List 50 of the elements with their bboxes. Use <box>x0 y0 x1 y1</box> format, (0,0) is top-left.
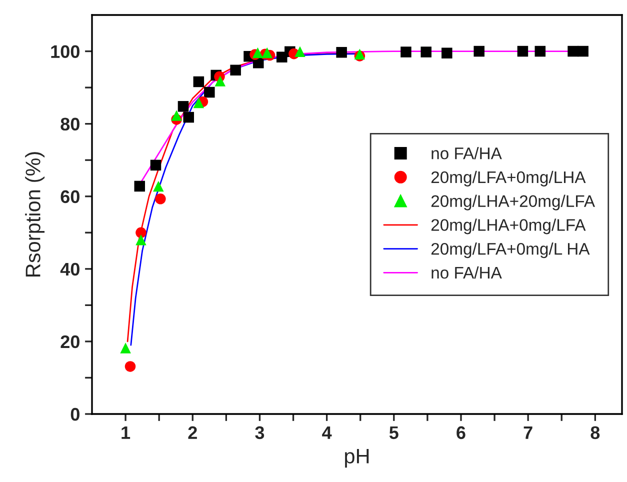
point <box>171 110 182 121</box>
x-tick-label: 6 <box>456 426 466 440</box>
point <box>474 46 484 57</box>
x-tick-label: 7 <box>524 426 532 439</box>
point <box>442 48 452 58</box>
point <box>534 46 546 57</box>
point <box>136 234 146 246</box>
legend-label: no FA/HA <box>432 147 502 160</box>
point <box>124 361 136 372</box>
y-tick-label: 40 <box>60 262 80 276</box>
point <box>153 180 164 192</box>
point <box>230 64 241 76</box>
x-axis-title: pH <box>345 448 369 468</box>
legend-label: 20mg/LFA+0mg/L HA <box>431 242 590 258</box>
x-tick-label: 3 <box>255 426 264 440</box>
point <box>568 46 578 57</box>
point <box>193 97 204 108</box>
legend-label: 20mg/LHA+20mg/LFA <box>431 194 596 210</box>
y-tick-label: 20 <box>60 335 80 348</box>
point <box>136 227 146 238</box>
point <box>336 46 347 58</box>
legend-label: 20mg/LHA+0mg/LFA <box>431 218 586 234</box>
point <box>294 46 306 58</box>
point <box>420 46 432 58</box>
point <box>214 76 226 86</box>
point <box>155 194 166 204</box>
y-tick-label: 60 <box>60 190 80 204</box>
legend-label: no FA/HA <box>432 266 502 279</box>
x-tick-label: 1 <box>122 426 130 439</box>
x-tick-label: 8 <box>590 426 600 440</box>
point <box>400 46 412 58</box>
point <box>252 47 264 58</box>
point <box>204 86 215 98</box>
x-tick-label: 4 <box>322 426 332 439</box>
point <box>578 46 588 57</box>
x-tick-label: 5 <box>389 426 398 440</box>
y-tick-label: 100 <box>51 45 80 58</box>
y-axis-title: Rsorption (%) <box>25 152 45 276</box>
point <box>150 160 162 171</box>
y-tick-label: 80 <box>60 118 80 131</box>
point <box>134 180 146 192</box>
y-tick-label: 0 <box>70 408 80 421</box>
point <box>120 342 131 354</box>
point <box>183 112 194 123</box>
x-tick-label: 2 <box>188 426 197 439</box>
point <box>253 58 264 68</box>
point <box>178 101 189 112</box>
point <box>517 46 528 57</box>
point <box>193 76 204 88</box>
legend-label: 20mg/LFA+0mg/LHA <box>431 170 586 186</box>
